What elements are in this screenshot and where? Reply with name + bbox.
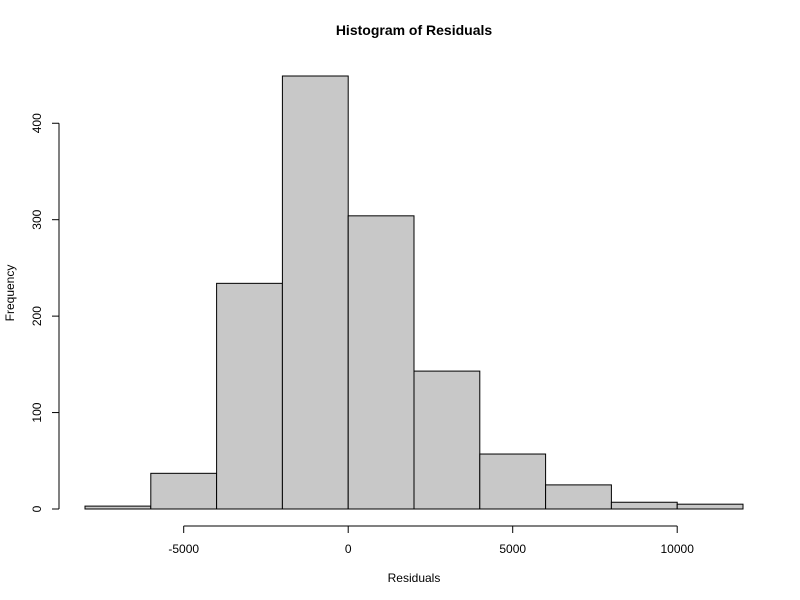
histogram-bar <box>150 472 218 510</box>
y-axis-label: Frequency <box>3 265 17 322</box>
y-tick-label: 0 <box>30 505 44 512</box>
histogram-bar <box>216 282 283 510</box>
histogram-bar <box>545 484 612 510</box>
histogram-bar <box>413 370 481 510</box>
y-tick-label: 400 <box>30 113 44 133</box>
x-tick-label: -5000 <box>168 542 199 556</box>
y-tick-label: 200 <box>30 306 44 326</box>
histogram-bar <box>676 503 744 510</box>
chart-title: Histogram of Residuals <box>336 22 493 38</box>
x-tick-label: 0 <box>345 542 352 556</box>
y-axis: 0 100 200 300 400 <box>30 113 60 512</box>
histogram-bar <box>610 501 678 510</box>
bars-group <box>84 75 744 510</box>
x-axis-label: Residuals <box>388 571 441 585</box>
x-tick-label: 10000 <box>661 542 695 556</box>
histogram-bar <box>84 505 152 510</box>
x-axis: -5000 0 5000 10000 <box>168 525 695 556</box>
y-tick-label: 300 <box>30 209 44 229</box>
histogram-bar <box>347 215 415 510</box>
histogram-bar <box>281 75 349 510</box>
x-tick-label: 5000 <box>499 542 526 556</box>
y-tick-label: 100 <box>30 402 44 422</box>
histogram-bar <box>479 453 547 510</box>
